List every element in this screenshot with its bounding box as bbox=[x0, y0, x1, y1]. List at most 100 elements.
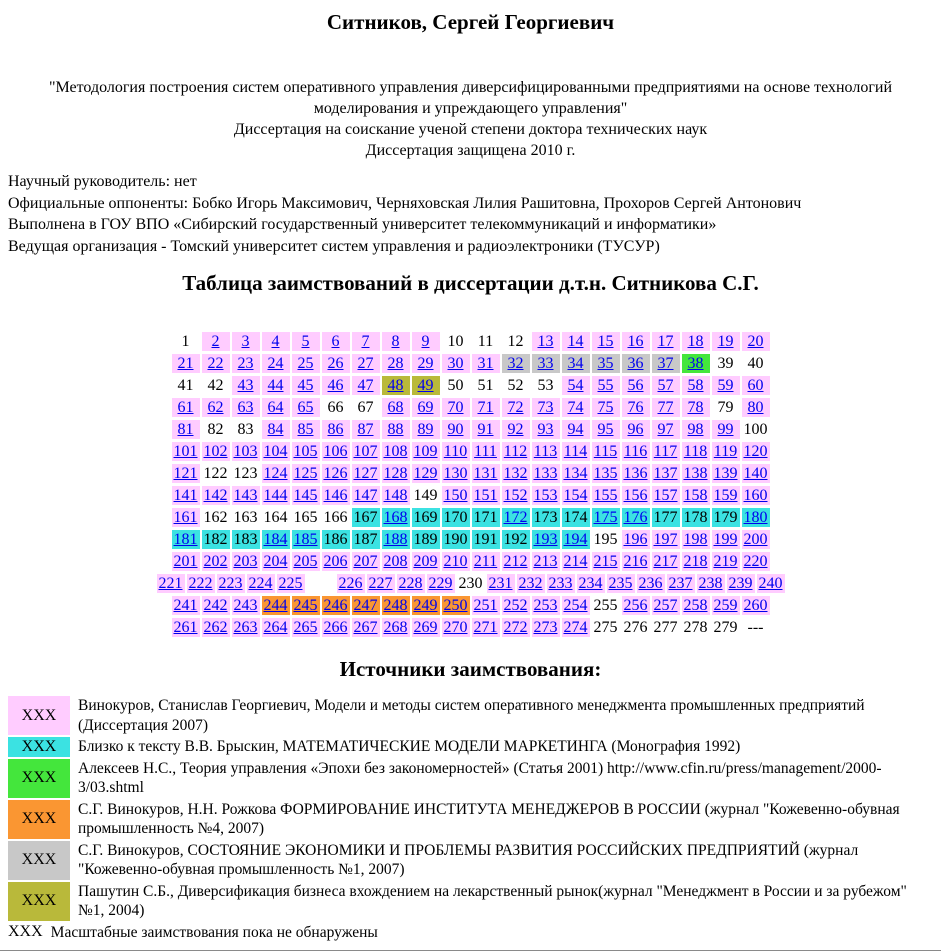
page-cell-140[interactable]: 140 bbox=[741, 464, 770, 483]
page-cell-263[interactable]: 263 bbox=[231, 618, 260, 637]
page-cell-185[interactable]: 185 bbox=[291, 530, 320, 549]
page-cell-9[interactable]: 9 bbox=[411, 332, 440, 351]
page-cell-264[interactable]: 264 bbox=[261, 618, 290, 637]
page-cell-142[interactable]: 142 bbox=[201, 486, 230, 505]
page-cell-6[interactable]: 6 bbox=[321, 332, 350, 351]
page-cell-126[interactable]: 126 bbox=[321, 464, 350, 483]
page-cell-238[interactable]: 238 bbox=[696, 574, 725, 593]
page-cell-116[interactable]: 116 bbox=[621, 442, 650, 461]
page-cell-212[interactable]: 212 bbox=[501, 552, 530, 571]
page-cell-8[interactable]: 8 bbox=[381, 332, 410, 351]
page-cell-248[interactable]: 248 bbox=[381, 596, 410, 615]
page-cell-227[interactable]: 227 bbox=[366, 574, 395, 593]
page-cell-153[interactable]: 153 bbox=[531, 486, 560, 505]
page-cell-102[interactable]: 102 bbox=[201, 442, 230, 461]
page-cell-234[interactable]: 234 bbox=[576, 574, 605, 593]
page-cell-78[interactable]: 78 bbox=[681, 398, 710, 417]
page-cell-205[interactable]: 205 bbox=[291, 552, 320, 571]
page-cell-68[interactable]: 68 bbox=[381, 398, 410, 417]
page-cell-220[interactable]: 220 bbox=[741, 552, 770, 571]
page-cell-215[interactable]: 215 bbox=[591, 552, 620, 571]
page-cell-223[interactable]: 223 bbox=[216, 574, 245, 593]
page-cell-29[interactable]: 29 bbox=[411, 354, 440, 373]
page-cell-49[interactable]: 49 bbox=[411, 376, 440, 395]
page-cell-119[interactable]: 119 bbox=[711, 442, 740, 461]
page-cell-229[interactable]: 229 bbox=[426, 574, 455, 593]
page-cell-137[interactable]: 137 bbox=[651, 464, 680, 483]
page-cell-141[interactable]: 141 bbox=[171, 486, 200, 505]
page-cell-134[interactable]: 134 bbox=[561, 464, 590, 483]
page-cell-114[interactable]: 114 bbox=[561, 442, 590, 461]
page-cell-253[interactable]: 253 bbox=[531, 596, 560, 615]
page-cell-231[interactable]: 231 bbox=[486, 574, 515, 593]
page-cell-24[interactable]: 24 bbox=[261, 354, 290, 373]
page-cell-254[interactable]: 254 bbox=[561, 596, 590, 615]
page-cell-73[interactable]: 73 bbox=[531, 398, 560, 417]
page-cell-132[interactable]: 132 bbox=[501, 464, 530, 483]
page-cell-55[interactable]: 55 bbox=[591, 376, 620, 395]
page-cell-88[interactable]: 88 bbox=[381, 420, 410, 439]
page-cell-17[interactable]: 17 bbox=[651, 332, 680, 351]
page-cell-133[interactable]: 133 bbox=[531, 464, 560, 483]
page-cell-269[interactable]: 269 bbox=[411, 618, 440, 637]
page-cell-241[interactable]: 241 bbox=[171, 596, 200, 615]
page-cell-251[interactable]: 251 bbox=[471, 596, 500, 615]
page-cell-31[interactable]: 31 bbox=[471, 354, 500, 373]
page-cell-252[interactable]: 252 bbox=[501, 596, 530, 615]
page-cell-155[interactable]: 155 bbox=[591, 486, 620, 505]
page-cell-197[interactable]: 197 bbox=[651, 530, 680, 549]
page-cell-71[interactable]: 71 bbox=[471, 398, 500, 417]
page-cell-242[interactable]: 242 bbox=[201, 596, 230, 615]
page-cell-267[interactable]: 267 bbox=[351, 618, 380, 637]
page-cell-237[interactable]: 237 bbox=[666, 574, 695, 593]
page-cell-48[interactable]: 48 bbox=[381, 376, 410, 395]
page-cell-80[interactable]: 80 bbox=[741, 398, 770, 417]
page-cell-108[interactable]: 108 bbox=[381, 442, 410, 461]
page-cell-175[interactable]: 175 bbox=[591, 508, 620, 527]
page-cell-180[interactable]: 180 bbox=[741, 508, 770, 527]
page-cell-30[interactable]: 30 bbox=[441, 354, 470, 373]
page-cell-125[interactable]: 125 bbox=[291, 464, 320, 483]
page-cell-127[interactable]: 127 bbox=[351, 464, 380, 483]
page-cell-92[interactable]: 92 bbox=[501, 420, 530, 439]
page-cell-146[interactable]: 146 bbox=[321, 486, 350, 505]
page-cell-135[interactable]: 135 bbox=[591, 464, 620, 483]
page-cell-120[interactable]: 120 bbox=[741, 442, 770, 461]
page-cell-244[interactable]: 244 bbox=[261, 596, 290, 615]
page-cell-21[interactable]: 21 bbox=[171, 354, 200, 373]
page-cell-23[interactable]: 23 bbox=[231, 354, 260, 373]
page-cell-87[interactable]: 87 bbox=[351, 420, 380, 439]
page-cell-72[interactable]: 72 bbox=[501, 398, 530, 417]
page-cell-136[interactable]: 136 bbox=[621, 464, 650, 483]
page-cell-144[interactable]: 144 bbox=[261, 486, 290, 505]
page-cell-121[interactable]: 121 bbox=[171, 464, 200, 483]
page-cell-235[interactable]: 235 bbox=[606, 574, 635, 593]
page-cell-54[interactable]: 54 bbox=[561, 376, 590, 395]
page-cell-63[interactable]: 63 bbox=[231, 398, 260, 417]
page-cell-245[interactable]: 245 bbox=[291, 596, 320, 615]
page-cell-90[interactable]: 90 bbox=[441, 420, 470, 439]
page-cell-69[interactable]: 69 bbox=[411, 398, 440, 417]
page-cell-84[interactable]: 84 bbox=[261, 420, 290, 439]
page-cell-157[interactable]: 157 bbox=[651, 486, 680, 505]
page-cell-98[interactable]: 98 bbox=[681, 420, 710, 439]
page-cell-91[interactable]: 91 bbox=[471, 420, 500, 439]
page-cell-104[interactable]: 104 bbox=[261, 442, 290, 461]
page-cell-226[interactable]: 226 bbox=[336, 574, 365, 593]
page-cell-228[interactable]: 228 bbox=[396, 574, 425, 593]
page-cell-240[interactable]: 240 bbox=[756, 574, 785, 593]
page-cell-247[interactable]: 247 bbox=[351, 596, 380, 615]
page-cell-15[interactable]: 15 bbox=[591, 332, 620, 351]
page-cell-35[interactable]: 35 bbox=[591, 354, 620, 373]
page-cell-265[interactable]: 265 bbox=[291, 618, 320, 637]
page-cell-272[interactable]: 272 bbox=[501, 618, 530, 637]
page-cell-184[interactable]: 184 bbox=[261, 530, 290, 549]
page-cell-143[interactable]: 143 bbox=[231, 486, 260, 505]
page-cell-201[interactable]: 201 bbox=[171, 552, 200, 571]
page-cell-111[interactable]: 111 bbox=[471, 442, 500, 461]
page-cell-26[interactable]: 26 bbox=[321, 354, 350, 373]
page-cell-106[interactable]: 106 bbox=[321, 442, 350, 461]
page-cell-158[interactable]: 158 bbox=[681, 486, 710, 505]
page-cell-130[interactable]: 130 bbox=[441, 464, 470, 483]
page-cell-96[interactable]: 96 bbox=[621, 420, 650, 439]
